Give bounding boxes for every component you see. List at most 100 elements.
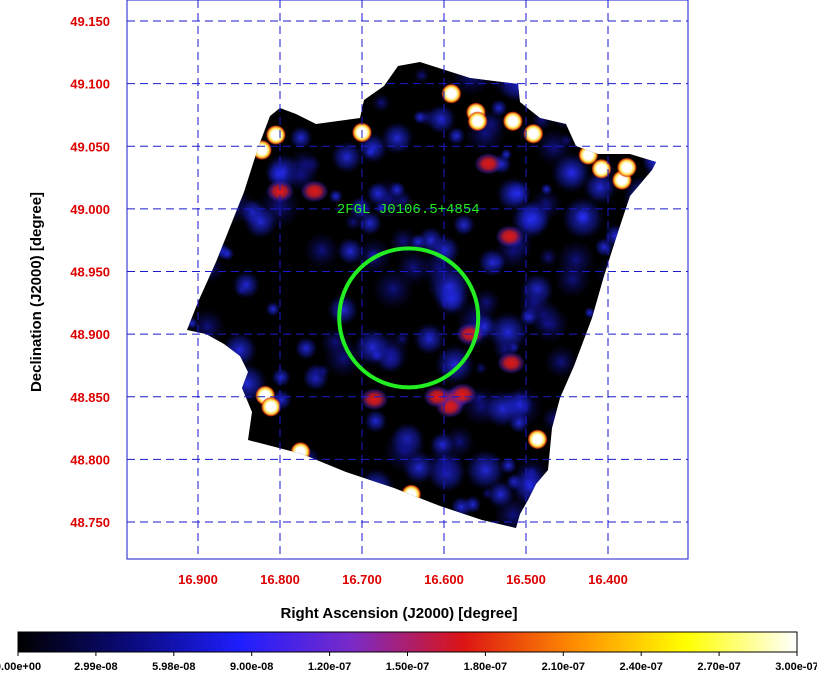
emission-blob (413, 67, 430, 84)
emission-blob (327, 294, 359, 326)
emission-blob (615, 431, 632, 448)
colorbar-tick-label: 0.00e+00 (0, 661, 41, 673)
emission-blob (243, 204, 278, 239)
emission-blob (343, 85, 367, 109)
emission-blob (607, 367, 640, 400)
emission-blob (228, 474, 263, 509)
emission-blob (544, 345, 578, 379)
emission-blob (221, 444, 243, 466)
emission-blob (450, 496, 473, 518)
emission-blob (640, 140, 656, 173)
colorbar-tick-label: 3.00e-07 (775, 661, 817, 673)
emission-blob (271, 367, 291, 388)
warm-source (448, 383, 477, 406)
source-label: 2FGL J0106.5+4854 (337, 202, 480, 218)
emission-blob (259, 500, 290, 528)
emission-blob (388, 181, 406, 199)
emission-blob (294, 336, 318, 360)
emission-blob (537, 490, 566, 519)
emission-blob (571, 364, 602, 395)
emission-blob (530, 62, 553, 83)
emission-blob (493, 494, 534, 528)
warm-source (300, 180, 329, 203)
y-tick-label: 49.050 (70, 139, 110, 154)
emission-blob (553, 260, 592, 299)
warm-source (360, 388, 389, 411)
colorbar-tick-label: 1.20e-07 (308, 661, 351, 673)
x-tick-label: 16.600 (424, 572, 464, 587)
x-tick-label: 16.400 (588, 572, 628, 587)
colorbar-tick-label: 2.10e-07 (542, 661, 585, 673)
emission-blob (382, 429, 427, 473)
emission-blob (590, 357, 625, 392)
emission-blob (603, 419, 637, 453)
y-tick-label: 48.750 (70, 515, 110, 530)
y-tick-label: 49.000 (70, 202, 110, 217)
emission-blob (586, 433, 606, 452)
colorbar-tick-label: 2.99e-08 (74, 661, 117, 673)
emission-blob (631, 79, 646, 94)
emission-blob (209, 188, 242, 220)
emission-blob (614, 229, 649, 264)
emission-blob (546, 88, 588, 130)
emission-blob (556, 424, 593, 461)
emission-blob (464, 449, 507, 491)
emission-blob (534, 128, 573, 167)
emission-blob (625, 419, 656, 453)
emission-blob (236, 102, 262, 128)
bright-source (401, 484, 422, 505)
colorbar-tick-label: 2.70e-07 (697, 661, 740, 673)
emission-blob (187, 352, 227, 396)
bright-source (616, 157, 637, 178)
emission-blob (217, 100, 231, 114)
emission-blob (597, 314, 615, 332)
emission-blob (595, 255, 636, 295)
emission-blob (579, 62, 617, 100)
colorbar-tick-label: 5.98e-08 (152, 661, 195, 673)
emission-blob (640, 241, 656, 276)
emission-blob (629, 85, 647, 103)
bright-source (251, 140, 272, 161)
emission-blob (447, 126, 466, 146)
warm-source (495, 225, 524, 248)
emission-blob (425, 103, 457, 135)
emission-blob (590, 103, 613, 126)
colorbar: 0.00e+00 2.99e-08 5.98e-08 9.00e-08 1.20e-07… (0, 631, 817, 673)
emission-blob (585, 458, 626, 499)
emission-blob (197, 338, 217, 358)
emission-blob (555, 469, 597, 511)
bright-source (584, 341, 605, 362)
emission-blob (392, 509, 419, 528)
warm-source (266, 180, 294, 203)
emission-blob (626, 380, 644, 398)
emission-blob (187, 317, 198, 330)
emission-blob (238, 78, 251, 91)
emission-blob (187, 154, 196, 168)
emission-blob (412, 110, 427, 125)
emission-blob (232, 270, 261, 299)
emission-blob (208, 93, 244, 129)
emission-blob (622, 62, 656, 91)
emission-blob (205, 62, 238, 77)
emission-blob (573, 345, 617, 389)
emission-blob (303, 232, 340, 269)
bright-source (591, 158, 612, 179)
emission-blob (623, 302, 654, 333)
emission-blob (554, 464, 571, 481)
emission-blob (203, 345, 230, 372)
emission-blob (490, 99, 508, 117)
emission-blob (371, 93, 392, 113)
emission-blob (215, 103, 231, 119)
emission-blob (395, 249, 432, 286)
emission-blob (229, 130, 249, 151)
plot-frame (126, 0, 689, 560)
x-tick-label: 16.900 (178, 572, 218, 587)
emission-blob (375, 201, 388, 214)
emission-blob (523, 485, 554, 517)
emission-blob (230, 152, 254, 176)
bright-source (290, 441, 311, 462)
y-tick-label: 48.850 (70, 390, 110, 405)
emission-blob (353, 327, 392, 367)
emission-blob (409, 233, 427, 251)
emission-blob (641, 273, 656, 295)
